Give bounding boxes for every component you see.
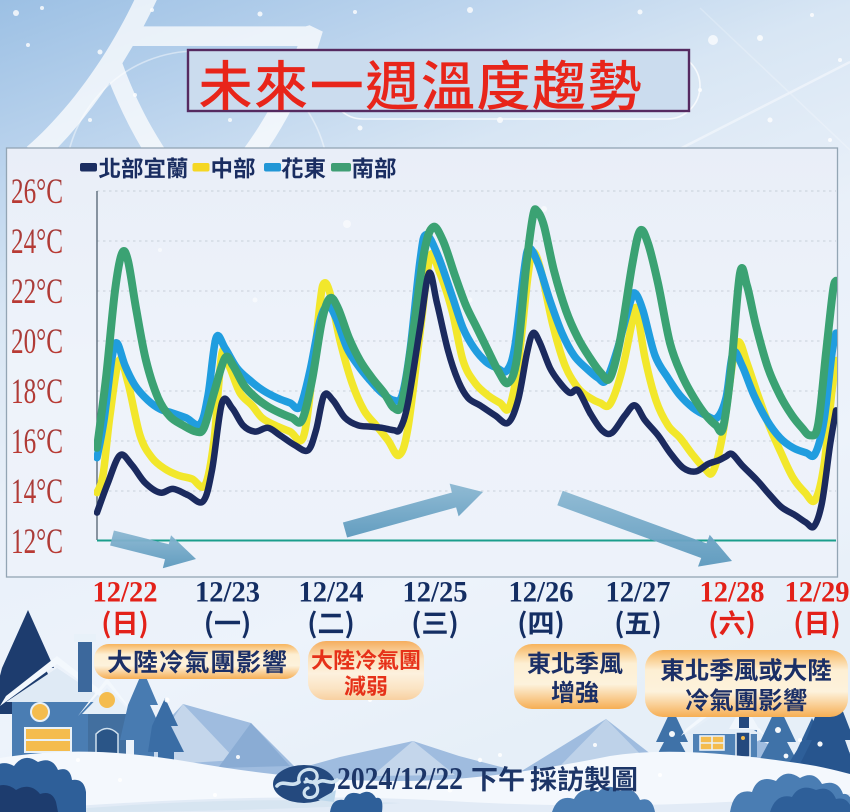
- svg-text:12/22: 12/22: [93, 576, 158, 609]
- svg-text:12/24: 12/24: [299, 576, 364, 609]
- svg-text:26°C: 26°C: [11, 171, 63, 211]
- svg-text:12/25: 12/25: [403, 576, 468, 609]
- svg-text:12/28: 12/28: [700, 576, 765, 609]
- svg-text:14°C: 14°C: [11, 471, 63, 511]
- svg-text:12/26: 12/26: [509, 576, 574, 609]
- svg-text:18°C: 18°C: [11, 371, 63, 411]
- svg-text:24°C: 24°C: [11, 221, 63, 261]
- svg-text:2024/12/22: 2024/12/22: [337, 760, 463, 796]
- svg-text:12/23: 12/23: [195, 576, 260, 609]
- svg-text:12/27: 12/27: [606, 576, 671, 609]
- svg-text:20°C: 20°C: [11, 321, 63, 361]
- svg-text:12°C: 12°C: [11, 521, 63, 561]
- svg-text:12/29: 12/29: [785, 576, 850, 609]
- svg-text:22°C: 22°C: [11, 271, 63, 311]
- svg-text:16°C: 16°C: [11, 421, 63, 461]
